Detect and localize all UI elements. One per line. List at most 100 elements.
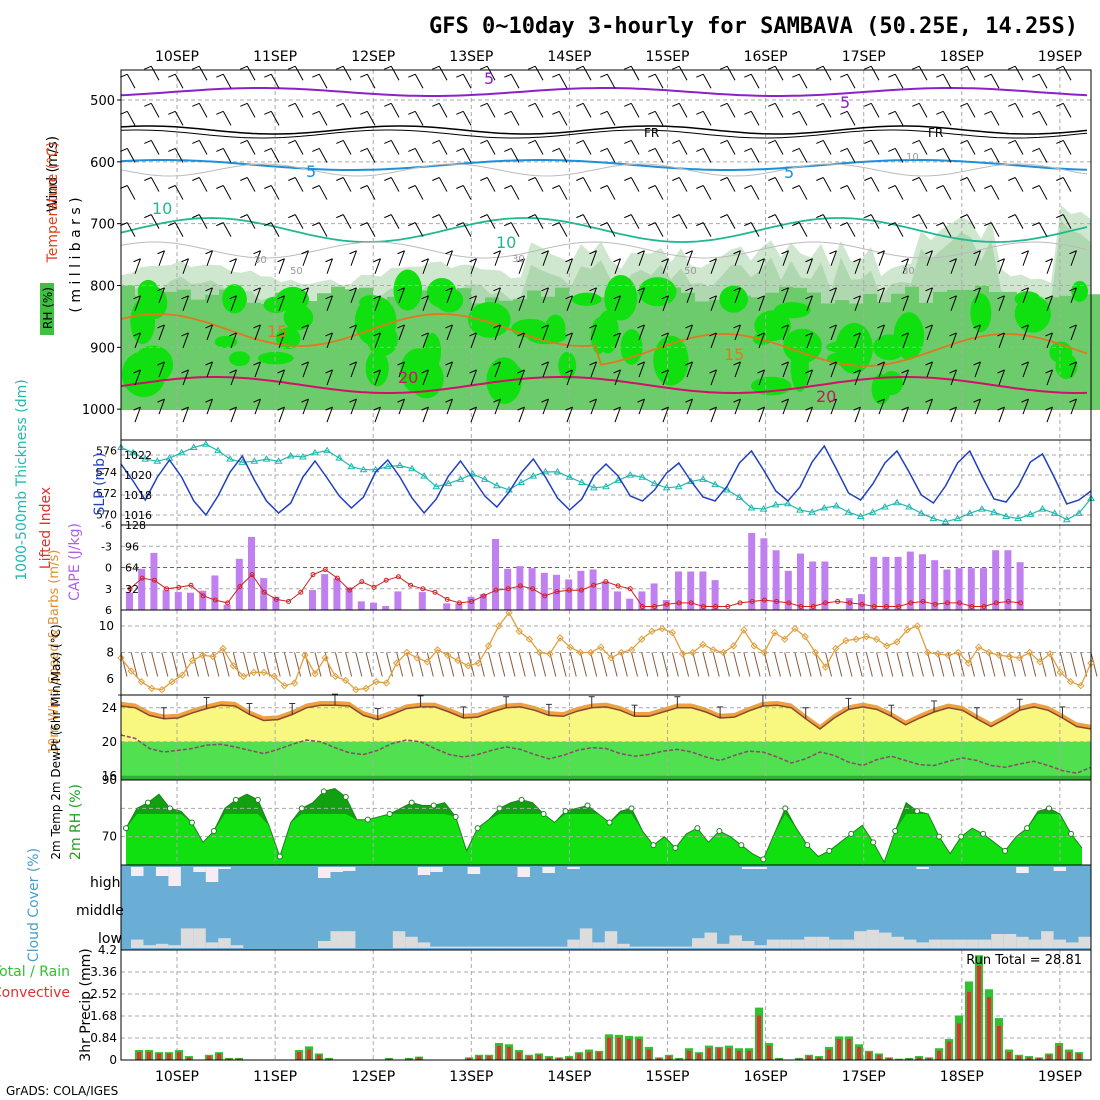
wind-barb: [942, 222, 952, 237]
wind-barb: [301, 361, 309, 366]
cape-bar: [650, 583, 658, 610]
wind-barb: [648, 147, 656, 152]
wind-barb: [302, 287, 309, 304]
wind-barb: [569, 652, 577, 677]
wind-barb: [720, 102, 728, 107]
wind-barb: [1080, 652, 1088, 677]
wind-barb: [365, 652, 373, 677]
cloud-low-bar: [854, 931, 867, 948]
li-marker: [164, 586, 170, 592]
wind-barb: [966, 103, 976, 118]
wind-barb: [1045, 369, 1053, 374]
wind-barb: [870, 65, 880, 81]
wind-marker: [1066, 678, 1075, 686]
thickness-marker: [783, 499, 792, 507]
wind-barb: [278, 332, 285, 349]
wind-barb: [750, 111, 760, 126]
thickness-marker: [917, 509, 926, 516]
wind-barb: [408, 185, 416, 189]
li-tick: -3: [101, 540, 112, 553]
wind-barb: [246, 65, 256, 81]
cloud-low-bar: [941, 939, 954, 948]
wind-barb: [726, 177, 736, 192]
li-marker: [481, 593, 487, 599]
wind-barb: [216, 185, 224, 189]
wind-barb: [894, 111, 904, 126]
wind-barb: [398, 361, 405, 378]
contour-freezing: [120, 125, 1088, 135]
li-marker: [627, 586, 633, 592]
wind-barb: [949, 406, 957, 411]
wind-barb: [301, 287, 309, 292]
wind-barb: [263, 652, 271, 677]
wind-barb: [590, 652, 598, 677]
wind-barb: [398, 287, 405, 304]
wind-barb: [144, 102, 152, 107]
li-marker: [505, 586, 511, 592]
wind-barb: [918, 65, 928, 81]
rh-marker: [474, 825, 481, 832]
cape-bar: [589, 569, 597, 610]
thickness-marker: [941, 517, 950, 525]
wind-barb: [158, 287, 165, 304]
wind-barb: [168, 110, 176, 115]
wind-barb: [336, 65, 344, 70]
cloud-low-bar: [816, 936, 830, 948]
wind-barb: [336, 139, 344, 144]
wind-barb: [1008, 214, 1016, 219]
li-marker: [322, 567, 328, 573]
thickness-marker: [323, 446, 332, 454]
wind-barb: [864, 139, 872, 144]
wind-barb: [589, 250, 597, 255]
cloud-low-bar: [779, 939, 792, 948]
wind-barb: [494, 287, 501, 304]
li-marker: [871, 603, 877, 609]
wind-barb: [229, 258, 237, 263]
wind-barb: [150, 177, 160, 192]
thickness-marker: [832, 501, 841, 509]
li-marker: [298, 589, 304, 595]
wind-barb: [171, 652, 179, 677]
wind-barb: [240, 139, 248, 144]
wind-barb: [288, 177, 296, 181]
cloud-level-middle: middle: [76, 903, 124, 919]
rh-band: [191, 299, 205, 410]
wind-barb: [925, 361, 933, 366]
wind-barb: [710, 258, 717, 274]
wind-barb: [438, 103, 448, 118]
rh-blob: [719, 285, 748, 313]
wind-barb: [582, 140, 592, 155]
rh-marker: [738, 842, 745, 849]
wind-barb: [283, 652, 291, 677]
wind-barb: [140, 652, 148, 677]
wind-barb: [702, 73, 712, 89]
wind-barb: [181, 369, 189, 374]
wind-barb: [414, 73, 424, 89]
wind-barb: [750, 148, 760, 163]
wind-barb: [126, 222, 136, 237]
wind-barb: [457, 652, 465, 677]
cloud-low-bar: [193, 928, 206, 948]
wind-barb: [397, 361, 405, 366]
thickness-marker: [686, 477, 695, 484]
wind-barb: [854, 406, 861, 423]
wind-barb: [326, 369, 333, 386]
wind-barb: [710, 332, 717, 349]
wind-barb: [782, 361, 789, 378]
wind-barb: [936, 147, 944, 152]
wind-barb: [709, 295, 717, 300]
rh-band: [569, 299, 583, 410]
thickness-marker: [990, 508, 998, 515]
rh-marker: [1046, 805, 1053, 812]
precip-convective-bar: [497, 1045, 501, 1060]
wind-barb: [422, 258, 429, 274]
wind-marker: [352, 685, 360, 694]
wind-barb: [696, 185, 704, 189]
wind-barb: [462, 73, 472, 89]
li-marker: [639, 603, 645, 609]
cloud-low-bar: [891, 936, 904, 948]
wind-barb: [830, 361, 837, 378]
thickness-slp-lines: [117, 440, 1095, 525]
rh-band: [737, 295, 751, 410]
precip-convective-bar: [847, 1039, 851, 1060]
